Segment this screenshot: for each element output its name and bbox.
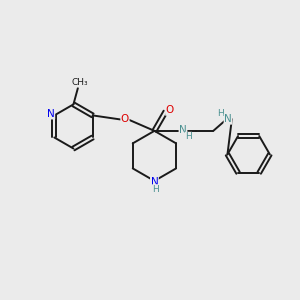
Text: N: N xyxy=(224,114,232,124)
Text: N: N xyxy=(47,109,55,119)
Text: H: H xyxy=(152,185,159,194)
Text: N: N xyxy=(179,125,187,135)
Text: N: N xyxy=(151,177,158,188)
Text: O: O xyxy=(166,105,174,115)
Text: O: O xyxy=(121,114,129,124)
Text: H: H xyxy=(185,132,192,141)
Text: H: H xyxy=(217,109,224,118)
Text: CH₃: CH₃ xyxy=(71,78,88,87)
